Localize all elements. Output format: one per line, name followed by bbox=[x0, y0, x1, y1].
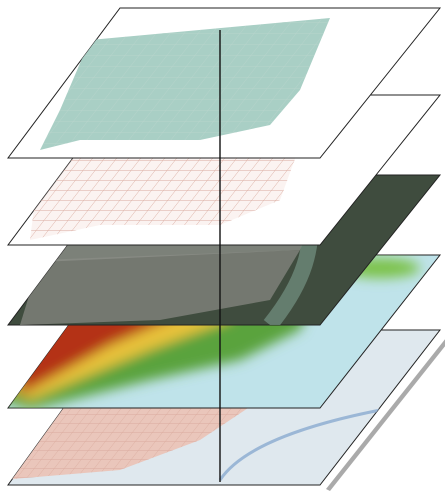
urban-area bbox=[30, 145, 300, 240]
shadow bbox=[326, 339, 445, 491]
parcel-lines bbox=[40, 18, 330, 150]
streets bbox=[30, 145, 300, 240]
urban-imagery bbox=[20, 250, 300, 325]
layer-parcels bbox=[7, 7, 442, 159]
